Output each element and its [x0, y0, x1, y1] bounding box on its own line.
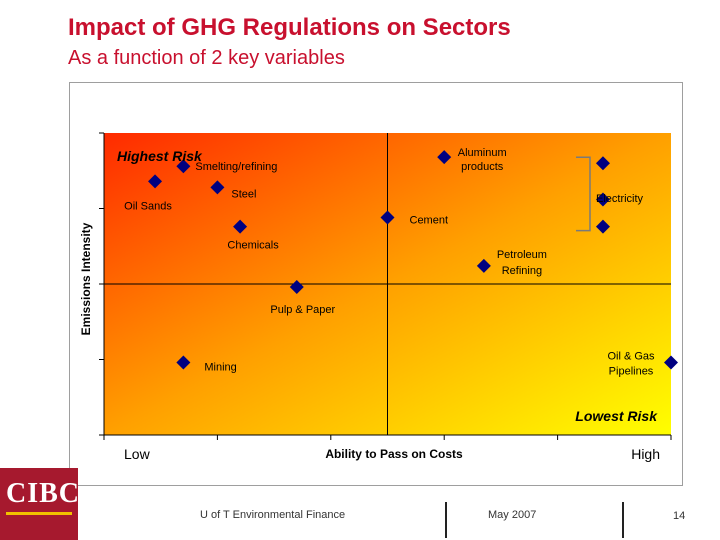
point-electricity [595, 219, 610, 234]
logo-accent-bar [6, 512, 72, 515]
point-pulp-paper [289, 280, 304, 295]
point-label-steel: Steel [231, 188, 256, 200]
point-steel [210, 180, 225, 195]
point-label-mining: Mining [204, 362, 236, 374]
slide-subtitle: As a function of 2 key variables [68, 47, 345, 69]
x-tick-label-high: High [631, 446, 660, 462]
footer-divider [622, 502, 624, 538]
footer-date: May 2007 [488, 509, 537, 521]
point-cement [380, 210, 395, 225]
point-chemicals [233, 219, 248, 234]
cibc-logo: CIBC [0, 468, 81, 540]
logo-text: CIBC [6, 478, 81, 509]
point-label-oil-sands: Oil Sands [124, 200, 172, 212]
point-mining [176, 355, 191, 370]
point-petroleum-refining [476, 258, 491, 273]
bracket-label-electricity: Electricity [596, 193, 644, 205]
point-label-petroleum-refining: Petroleum Refining [497, 249, 547, 277]
point-label-aluminum-products: Aluminum products [458, 147, 507, 173]
point-oil-gas-pipelines [664, 355, 678, 370]
region-label-highest-risk: Highest Risk [117, 148, 203, 164]
x-axis-label: Ability to Pass on Costs [325, 447, 463, 461]
y-axis-label: Emissions Intensity [79, 222, 93, 335]
page-number: 14 [673, 510, 686, 522]
footer-divider [445, 502, 447, 538]
point-oil-sands [148, 174, 163, 189]
chart-frame [69, 82, 683, 486]
point-label-cement: Cement [410, 215, 449, 227]
point-label-oil-gas-pipelines: Oil & Gas Pipelines [607, 351, 655, 378]
x-tick-label-low: Low [124, 446, 151, 462]
point-electricity [595, 192, 610, 207]
region-label-lowest-risk: Lowest Risk [575, 408, 658, 424]
point-aluminum-products [437, 150, 452, 165]
slide-title: Impact of GHG Regulations on Sectors [68, 14, 511, 41]
point-label-pulp-paper: Pulp & Paper [270, 304, 335, 316]
point-label-smelting-refining: Smelting/refining [195, 161, 277, 173]
point-electricity [595, 156, 610, 171]
point-smelting-refining [176, 159, 191, 174]
point-label-chemicals: Chemicals [227, 240, 279, 252]
electricity-bracket [576, 156, 591, 232]
footer-text: U of T Environmental Finance [200, 509, 346, 521]
